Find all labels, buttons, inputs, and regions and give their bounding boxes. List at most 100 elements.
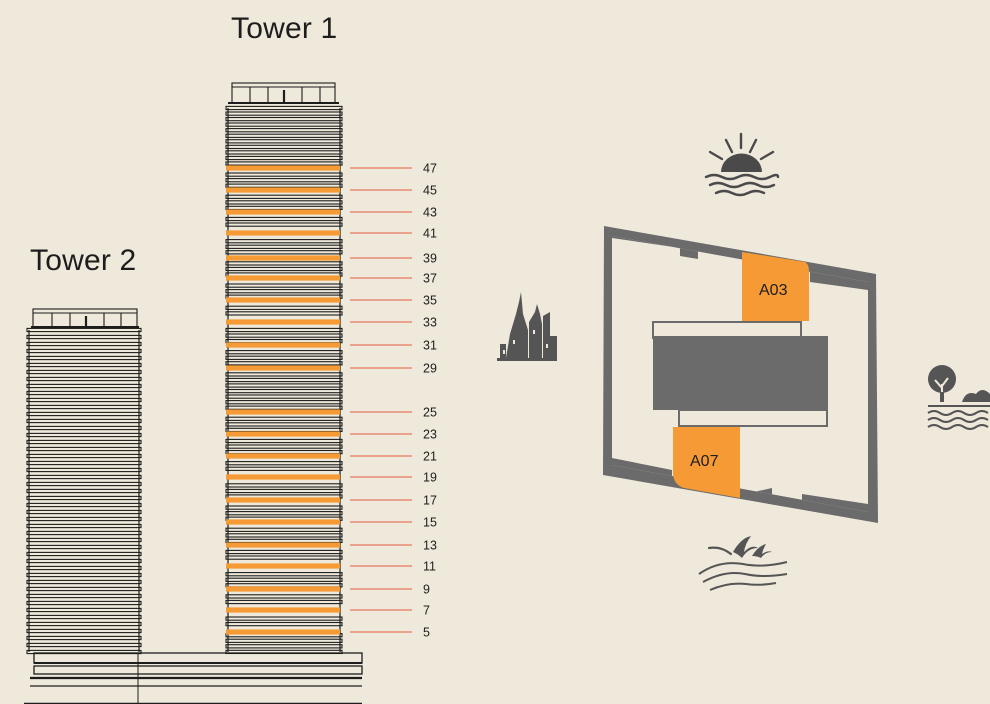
highlighted-floor-29[interactable] (226, 365, 340, 371)
tower-1-floor-slab (225, 444, 343, 449)
highlighted-floor-5[interactable] (226, 629, 340, 635)
tower-2-floor-slab (26, 628, 142, 634)
highlighted-floor-47[interactable] (226, 165, 340, 171)
tower-1-floor-slab (225, 577, 343, 582)
tower-1-floor-slab (225, 178, 343, 183)
highlighted-floor-43[interactable] (226, 209, 340, 215)
highlighted-floor-37[interactable] (226, 275, 340, 281)
highlighted-floor-15[interactable] (226, 519, 340, 525)
tower-2-floor-slab (26, 530, 142, 536)
floor-label-43: 43 (423, 206, 437, 220)
tower-1-floor-slab (225, 438, 343, 444)
floor-label-17: 17 (423, 494, 437, 508)
tower-1-floor-slab (225, 355, 343, 360)
floor-label-29: 29 (423, 362, 437, 376)
highlighted-floor-21[interactable] (226, 453, 340, 459)
highlighted-floor-41[interactable] (226, 230, 340, 236)
tower-1-floor-slab (225, 161, 343, 166)
floor-label-31: 31 (423, 339, 437, 353)
tower-1-floor-slab (225, 483, 343, 488)
highlighted-floor-33[interactable] (226, 319, 340, 325)
tower-1-floor-slab (225, 572, 343, 577)
tower-1-floor-slab (225, 122, 343, 127)
tower-1-floor-slab (225, 533, 343, 538)
tower-1-floor-slab (225, 594, 343, 599)
tower-1-floor-slab (225, 549, 343, 555)
sunrise-over-water-icon (704, 132, 780, 197)
tower-1-floor-slab (225, 449, 343, 455)
floor-label-33: 33 (423, 316, 437, 330)
floor-label-25: 25 (423, 406, 437, 420)
tower-2-floor-slab (26, 425, 142, 431)
tower-1-floor-slab (225, 461, 343, 466)
tower-2-floor-slab (26, 642, 142, 648)
highlighted-floor-11[interactable] (226, 563, 340, 569)
tower-2-floor-slab (26, 376, 142, 382)
tower-1-floor-slab (225, 388, 343, 394)
tower-1-floor-slab (225, 244, 343, 249)
tower-1-floor-slab (225, 128, 343, 133)
tower-2-floor-slab (26, 474, 142, 480)
tower-2-floor-slab (26, 411, 142, 417)
highlighted-floor-7[interactable] (226, 607, 340, 613)
podium (24, 652, 363, 704)
plan-bottom-wall (612, 458, 868, 512)
tower-1-floor-slab (225, 649, 343, 655)
tower-2-floor-slab (26, 481, 142, 487)
tower-1-floor-slab (225, 644, 343, 649)
tower-1-floor-slab (225, 289, 343, 294)
highlighted-floor-19[interactable] (226, 474, 340, 480)
highlighted-floor-31[interactable] (226, 342, 340, 348)
tower-2-floor-slab (26, 467, 142, 473)
floor-label-41: 41 (423, 227, 437, 241)
highlighted-floor-17[interactable] (226, 497, 340, 503)
tower-2-floor-slab (26, 397, 142, 403)
tower-2-floor-slab (26, 572, 142, 578)
highlighted-floor-39[interactable] (226, 255, 340, 261)
tower-2-floor-slab (26, 565, 142, 571)
tower-2-floor-slab (26, 362, 142, 368)
highlighted-floor-13[interactable] (226, 542, 340, 548)
highlighted-floor-25[interactable] (226, 409, 340, 415)
tower-1-floor-slab (225, 505, 343, 510)
unit-a07[interactable]: A07 (673, 427, 740, 498)
tower-2-floor-slab (26, 621, 142, 627)
tower-2-floor-slab (26, 355, 142, 361)
tower-2-floor-slab (26, 558, 142, 564)
tower-1-floor-slab (225, 155, 343, 161)
unit-a03[interactable]: A03 (742, 252, 809, 321)
tower-1-floor-slab (225, 405, 343, 410)
tower-1-floor-slab (225, 599, 343, 605)
highlighted-floor-35[interactable] (226, 297, 340, 303)
tower-2-floor-slab (26, 495, 142, 501)
tower-1-floor-slab (225, 372, 343, 377)
tree-and-water-icon (927, 365, 990, 430)
floor-leaders: 47 45 43 41 39 37 35 33 31 29 25 23 21 19 17 15 13 11 9 7 5 (350, 162, 437, 640)
floor-label-47: 47 (423, 162, 437, 176)
tower-1-floor-slab (225, 266, 343, 272)
tower-1-floor-slab (225, 616, 343, 621)
tower-2-floor-slab (26, 460, 142, 466)
floor-label-37: 37 (423, 272, 437, 286)
tower-2-floor-slab (26, 607, 142, 613)
tower-1-floor-slab (225, 311, 343, 316)
floor-label-9: 9 (423, 583, 430, 597)
tower-1-floor-slab (225, 427, 343, 433)
highlighted-floor-45[interactable] (226, 187, 340, 193)
floor-label-23: 23 (423, 428, 437, 442)
tower-1-floor-slab (225, 150, 343, 155)
highlighted-floor-23[interactable] (226, 431, 340, 437)
tower-2-floor-slab (26, 586, 142, 592)
highlighted-floor-9[interactable] (226, 586, 340, 592)
tower-1-floor-slab (225, 139, 343, 144)
floor-label-15: 15 (423, 516, 437, 530)
tower-1-floor-slab (225, 261, 343, 266)
tower-2-floor-slab (26, 404, 142, 410)
tower-1-floor-slab (225, 105, 343, 111)
tower-1-building (225, 82, 343, 655)
tower-1-floor-slab (225, 538, 343, 544)
floor-label-13: 13 (423, 539, 437, 553)
floor-label-45: 45 (423, 184, 437, 198)
tower-1-floor-slab (225, 205, 343, 211)
floor-label-19: 19 (423, 471, 437, 485)
